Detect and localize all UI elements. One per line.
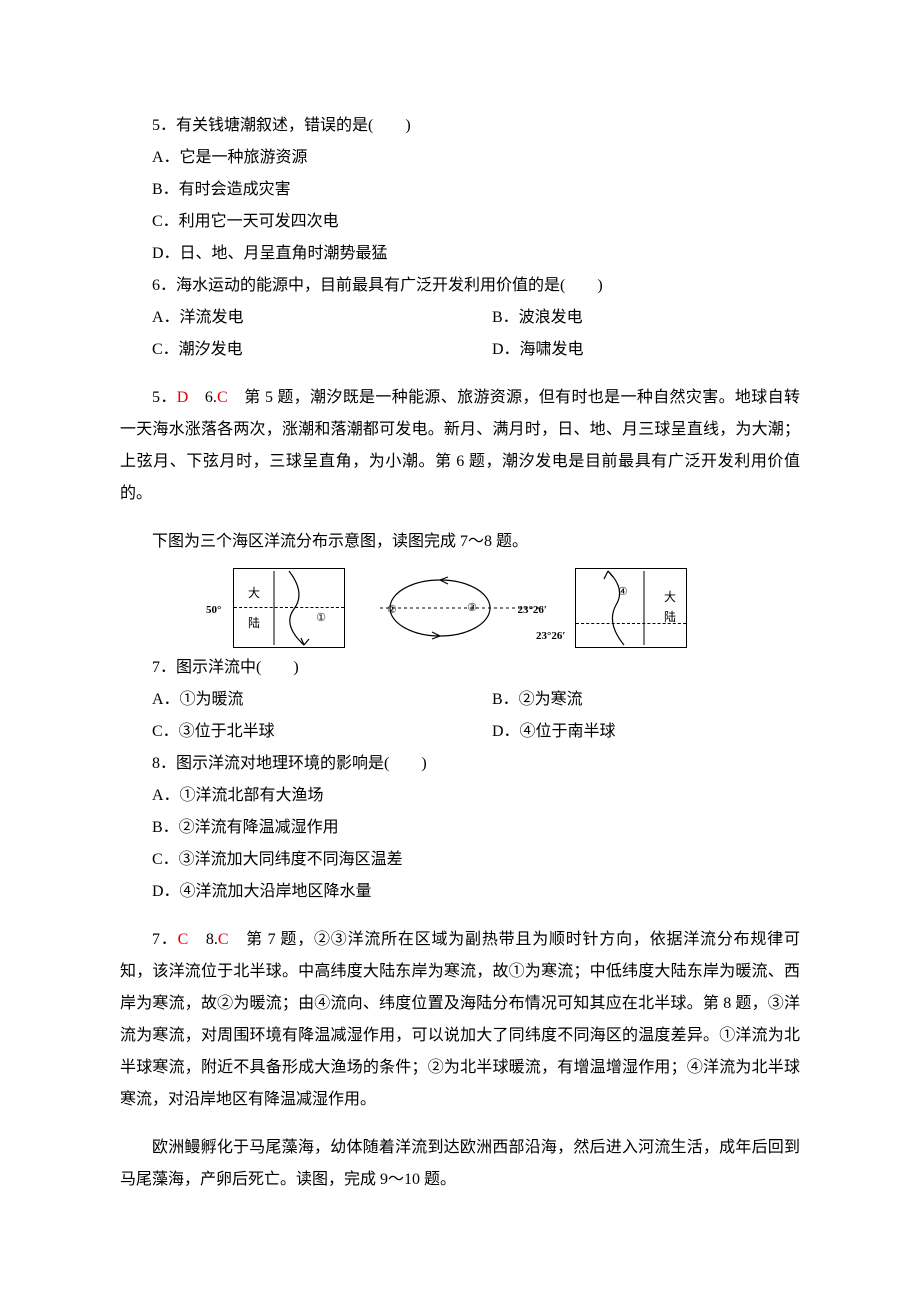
ans78-gap: 8.: [188, 931, 218, 948]
d1-lat: 50°: [206, 599, 221, 621]
q8-opt-b: B．②洋流有降温减湿作用: [120, 812, 800, 844]
d3-curve: [576, 569, 686, 647]
diagram-2: ② ③ 23°26′: [375, 569, 545, 647]
q7-opt-d: D．④位于南半球: [460, 716, 800, 748]
intro-7-8: 下图为三个海区洋流分布示意图，读图完成 7～8 题。: [120, 526, 800, 558]
ans78-label7: 7．: [152, 931, 178, 948]
q5-stem: 5．有关钱塘潮叙述，错误的是( ): [120, 110, 800, 142]
q6-opt-b: B．波浪发电: [460, 302, 800, 334]
intro-9-10: 欧洲鳗孵化于马尾藻海，幼体随着洋流到达欧洲西部沿海，然后进入河流生活，成年后回到…: [120, 1132, 800, 1196]
q8-opt-a: A．①洋流北部有大渔场: [120, 780, 800, 812]
answer-7-8: 7．C 8.C 第 7 题，②③洋流所在区域为副热带且为顺时针方向，依据洋流分布…: [120, 924, 800, 1116]
ans56-gap: 6.: [188, 389, 217, 406]
diagram-3: 23°26′ 大 陆 ④: [575, 568, 687, 648]
ans56-label5: 5．: [152, 389, 177, 406]
page: 5．有关钱塘潮叙述，错误的是( ) A．它是一种旅游资源 B．有时会造成灾害 C…: [0, 0, 920, 1302]
q6-opt-a: A．洋流发电: [120, 302, 460, 334]
q7-opts-row1: A．①为暖流 B．②为寒流: [120, 684, 800, 716]
d2-ellipse: [375, 569, 545, 647]
q8-opt-d: D．④洋流加大沿岸地区降水量: [120, 876, 800, 908]
q5-opt-b: B．有时会造成灾害: [120, 174, 800, 206]
q5-opt-d: D．日、地、月呈直角时潮势最猛: [120, 238, 800, 270]
ans78-ans8: C: [218, 931, 229, 948]
q8-opt-c: C．③洋流加大同纬度不同海区温差: [120, 844, 800, 876]
ans78-text: 第 7 题，②③洋流所在区域为副热带且为顺时针方向，依据洋流分布规律可知，该洋流…: [120, 931, 800, 1108]
ans56-ans5: D: [177, 389, 189, 406]
q5-opt-a: A．它是一种旅游资源: [120, 142, 800, 174]
q7-opts-row2: C．③位于北半球 D．④位于南半球: [120, 716, 800, 748]
d3-lat: 23°26′: [536, 625, 566, 647]
ans56-ans6: C: [217, 389, 228, 406]
q6-opts-row2: C．潮汐发电 D．海啸发电: [120, 334, 800, 366]
ans78-ans7: C: [178, 931, 189, 948]
q5-opt-c: C．利用它一天可发四次电: [120, 206, 800, 238]
q6-opt-c: C．潮汐发电: [120, 334, 460, 366]
q8-stem: 8．图示洋流对地理环境的影响是( ): [120, 748, 800, 780]
answer-5-6: 5．D 6.C 第 5 题，潮汐既是一种能源、旅游资源，但有时也是一种自然灾害。…: [120, 382, 800, 510]
diagram-row: 50° 大 陆 ① ② ③ 23°26′ 23°26′: [120, 568, 800, 648]
q7-opt-c: C．③位于北半球: [120, 716, 460, 748]
q7-opt-b: B．②为寒流: [460, 684, 800, 716]
d1-curve: [234, 569, 344, 647]
q7-opt-a: A．①为暖流: [120, 684, 460, 716]
q6-opt-d: D．海啸发电: [460, 334, 800, 366]
q7-stem: 7．图示洋流中( ): [120, 652, 800, 684]
diagram-1: 50° 大 陆 ①: [233, 568, 345, 648]
q6-opts-row1: A．洋流发电 B．波浪发电: [120, 302, 800, 334]
q6-stem: 6．海水运动的能源中，目前最具有广泛开发利用价值的是( ): [120, 270, 800, 302]
